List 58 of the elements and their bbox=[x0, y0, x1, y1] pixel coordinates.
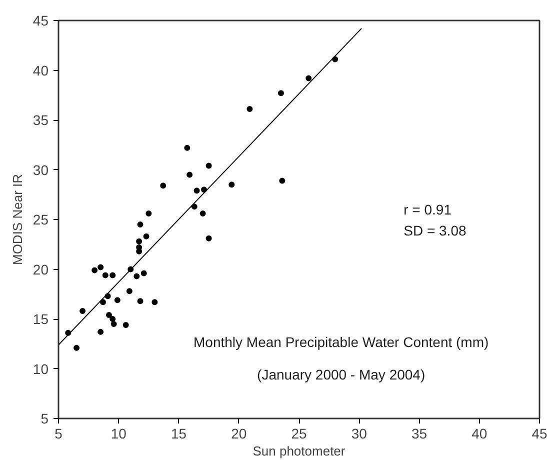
point bbox=[106, 312, 112, 318]
x-tick-label: 20 bbox=[231, 426, 247, 442]
x-tick-label: 25 bbox=[291, 426, 307, 442]
point bbox=[98, 264, 104, 270]
y-tick-label: 30 bbox=[32, 162, 49, 178]
x-tick-label: 5 bbox=[54, 426, 63, 442]
point bbox=[122, 322, 129, 328]
point bbox=[279, 178, 286, 184]
y-tick-label: 20 bbox=[32, 261, 49, 278]
point bbox=[278, 90, 284, 96]
point bbox=[74, 344, 80, 351]
annotation: Monthly Mean Precipitable Water Content (mm) bbox=[194, 334, 489, 350]
point bbox=[98, 328, 104, 335]
point bbox=[134, 273, 140, 280]
point bbox=[184, 144, 190, 151]
x-tick-label: 15 bbox=[170, 426, 187, 442]
annotation: SD = 3.08 bbox=[404, 222, 466, 238]
point bbox=[160, 182, 166, 189]
x-tick-label: 40 bbox=[472, 426, 488, 442]
annotation: r = 0.91 bbox=[404, 202, 452, 218]
point bbox=[186, 172, 193, 178]
annotation: (January 2000 - May 2004) bbox=[257, 366, 426, 383]
y-tick-label: 15 bbox=[32, 311, 49, 327]
point bbox=[228, 182, 235, 188]
x-axis-title: Sun photometer bbox=[252, 444, 346, 458]
x-tick-label: 45 bbox=[532, 426, 547, 442]
point bbox=[206, 235, 212, 242]
y-tick-label: 45 bbox=[32, 12, 49, 28]
y-tick-label: 40 bbox=[32, 62, 49, 78]
point bbox=[102, 272, 108, 278]
x-tick-label: 35 bbox=[411, 426, 428, 442]
point bbox=[92, 267, 98, 274]
point bbox=[110, 272, 116, 278]
point bbox=[194, 188, 200, 194]
point bbox=[110, 316, 116, 322]
y-tick-label: 35 bbox=[32, 112, 49, 128]
point bbox=[200, 210, 206, 217]
point bbox=[140, 270, 147, 276]
point bbox=[126, 288, 132, 294]
y-tick-label: 10 bbox=[32, 360, 49, 377]
y-tick-label: 25 bbox=[32, 212, 49, 228]
point bbox=[306, 75, 312, 82]
x-tick-label: 30 bbox=[351, 426, 368, 442]
point bbox=[137, 298, 144, 304]
point bbox=[137, 221, 144, 228]
point bbox=[206, 162, 212, 169]
point bbox=[246, 106, 253, 112]
point bbox=[110, 320, 117, 327]
point bbox=[146, 210, 152, 217]
point bbox=[143, 233, 150, 240]
y-axis-title: MODIS Near IR bbox=[10, 174, 25, 266]
point bbox=[136, 238, 142, 244]
x-tick-label: 10 bbox=[110, 426, 127, 442]
y-tick-label: 5 bbox=[40, 410, 49, 426]
point bbox=[114, 297, 120, 304]
point bbox=[80, 308, 86, 314]
point bbox=[100, 299, 106, 306]
point bbox=[152, 299, 158, 306]
